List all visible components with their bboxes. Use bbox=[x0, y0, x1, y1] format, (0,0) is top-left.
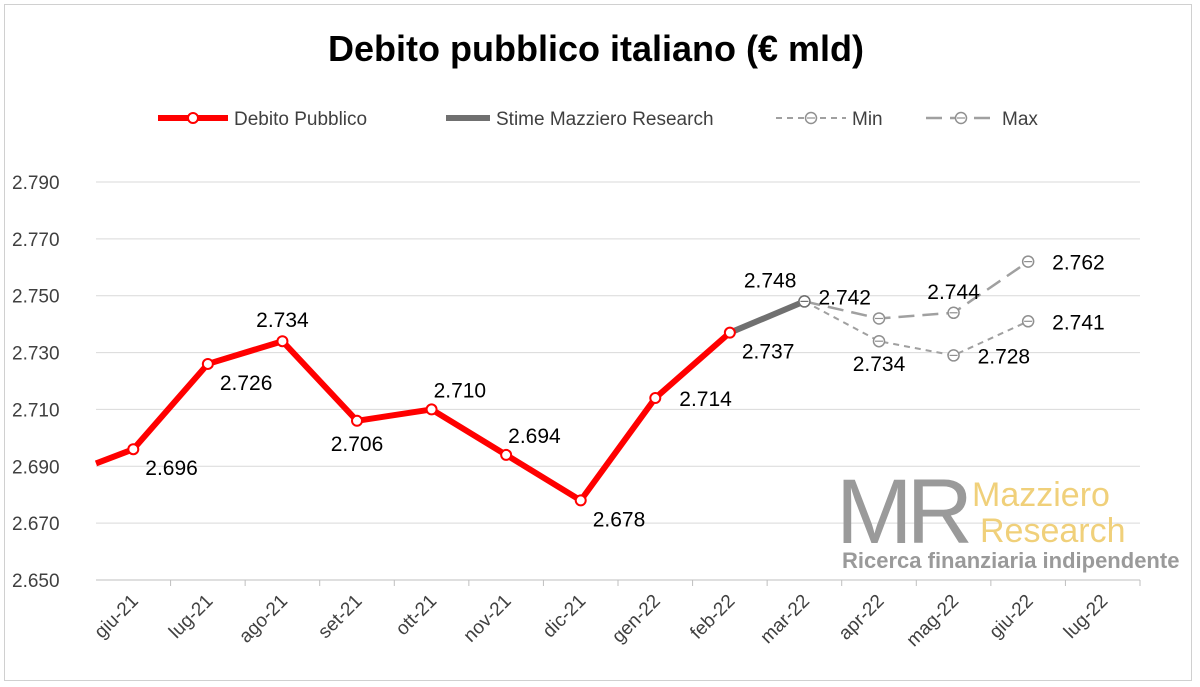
data-label: 2.706 bbox=[331, 433, 384, 456]
data-label: 2.744 bbox=[927, 281, 980, 304]
data-point bbox=[201, 357, 214, 370]
data-label: 2.728 bbox=[978, 345, 1031, 368]
data-label: 2.742 bbox=[818, 286, 871, 309]
data-label: 2.726 bbox=[220, 372, 273, 395]
data-label: 2.694 bbox=[508, 425, 561, 448]
logo-mr-mark: MR bbox=[836, 461, 970, 563]
x-tick-label: nov-21 bbox=[460, 591, 516, 647]
series-line-1 bbox=[728, 298, 806, 336]
data-point bbox=[276, 335, 289, 348]
data-label: 2.678 bbox=[593, 508, 646, 531]
x-tick-label: giu-22 bbox=[985, 591, 1037, 643]
x-tick-label: apr-22 bbox=[835, 591, 889, 645]
x-axis: giu-21 lug-21 ago-21 set-21 ott-21 nov-21 dic-… bbox=[91, 579, 1141, 651]
y-axis: 2.650 2.670 2.690 2.710 2.730 2.750 2.770 2.790 bbox=[12, 173, 60, 592]
y-tick-label: 2.670 bbox=[12, 514, 60, 535]
data-point bbox=[351, 414, 363, 427]
y-tick-label: 2.650 bbox=[12, 571, 60, 592]
y-tick-label: 2.770 bbox=[12, 230, 60, 251]
data-label: 2.714 bbox=[679, 388, 732, 411]
series-line-3 bbox=[804, 260, 1029, 320]
x-tick-label: lug-21 bbox=[165, 591, 217, 643]
x-tick-label: ott-21 bbox=[392, 591, 441, 640]
y-tick-label: 2.750 bbox=[12, 287, 60, 308]
data-label: 2.710 bbox=[434, 379, 487, 402]
x-tick-label: giu-21 bbox=[91, 591, 143, 643]
legend-label: Debito Pubblico bbox=[234, 109, 367, 130]
series-line-2 bbox=[803, 300, 1029, 357]
x-tick-label: lug-22 bbox=[1060, 591, 1112, 643]
logo-name-line2: Research bbox=[980, 512, 1126, 550]
chart-title: Debito pubblico italiano (€ mld) bbox=[328, 28, 864, 69]
data-label: 2.734 bbox=[853, 353, 906, 376]
y-tick-label: 2.690 bbox=[12, 457, 60, 478]
data-point bbox=[127, 443, 140, 456]
data-label: 2.696 bbox=[145, 457, 198, 480]
logo-mazziero-research: MR Mazziero Research Ricerca finanziaria… bbox=[836, 461, 1179, 573]
x-tick-label: dic-21 bbox=[539, 591, 590, 642]
data-label: 2.737 bbox=[742, 341, 795, 364]
data-point bbox=[574, 494, 587, 507]
x-tick-label: mag-22 bbox=[903, 591, 963, 651]
data-label: 2.741 bbox=[1052, 311, 1105, 334]
grid-lines bbox=[96, 181, 1140, 581]
legend-label: Min bbox=[852, 109, 883, 130]
data-label: 2.734 bbox=[256, 309, 309, 332]
y-tick-label: 2.730 bbox=[12, 344, 60, 365]
y-tick-label: 2.710 bbox=[12, 400, 60, 421]
data-label: 2.762 bbox=[1052, 252, 1105, 275]
logo-tagline: Ricerca finanziaria indipendente bbox=[842, 548, 1179, 573]
x-tick-label: ago-21 bbox=[235, 591, 292, 648]
x-tick-label: gen-22 bbox=[608, 591, 665, 648]
data-point bbox=[649, 392, 662, 405]
series-line-0 bbox=[94, 330, 732, 504]
x-tick-label: feb-22 bbox=[686, 591, 739, 644]
x-tick-label: set-21 bbox=[314, 591, 366, 643]
data-point bbox=[425, 403, 438, 416]
data-labels: 2.696 2.726 2.734 2.706 2.710 2.694 2.678 2.714… bbox=[145, 252, 1104, 532]
legend-label: Max bbox=[1002, 109, 1038, 130]
data-label: 2.748 bbox=[744, 269, 797, 292]
legend-marker bbox=[187, 112, 199, 124]
data-point bbox=[723, 326, 736, 339]
x-tick-label: mar-22 bbox=[757, 591, 814, 648]
legend-label: Stime Mazziero Research bbox=[496, 109, 714, 130]
data-point bbox=[500, 448, 513, 461]
series-lines bbox=[94, 255, 1035, 507]
legend: Debito Pubblico Stime Mazziero Research Mi… bbox=[158, 109, 1038, 130]
logo-name-line1: Mazziero bbox=[972, 476, 1110, 514]
y-tick-label: 2.790 bbox=[12, 173, 60, 194]
